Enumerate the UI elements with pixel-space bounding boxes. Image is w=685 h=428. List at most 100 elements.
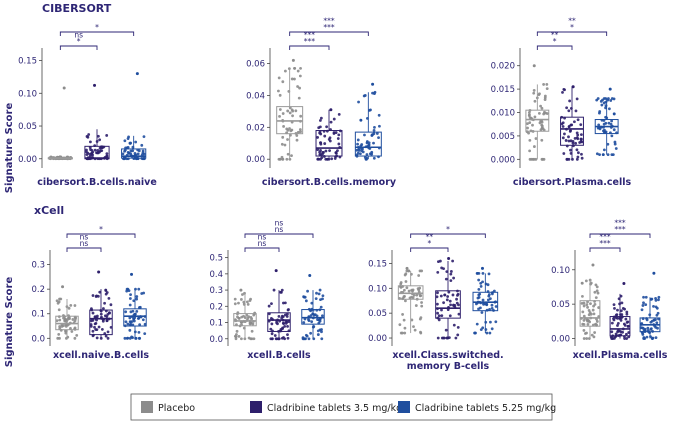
data-point <box>103 314 107 318</box>
data-point <box>68 317 71 321</box>
significance-label: ns <box>74 31 83 40</box>
data-point <box>443 293 447 297</box>
data-point <box>539 104 542 108</box>
data-point <box>532 89 536 92</box>
data-point <box>488 297 492 301</box>
data-point <box>136 317 140 320</box>
data-point <box>131 309 135 313</box>
data-point <box>439 294 443 298</box>
data-point <box>285 315 289 318</box>
data-point <box>561 136 565 140</box>
data-point <box>281 135 285 139</box>
data-point <box>128 303 132 307</box>
data-point-max <box>608 87 612 91</box>
data-point <box>582 322 586 326</box>
y-tick-label: 0.015 <box>491 85 515 95</box>
data-point <box>97 325 101 329</box>
data-point <box>278 108 282 111</box>
data-point <box>649 327 653 331</box>
box-1 <box>89 309 113 336</box>
box-1 <box>435 290 461 319</box>
data-point <box>141 318 145 322</box>
data-point <box>593 303 597 306</box>
data-point <box>403 273 407 277</box>
data-point <box>603 128 606 132</box>
data-point <box>612 318 616 322</box>
data-point <box>627 331 631 334</box>
data-point <box>288 157 292 161</box>
data-point <box>95 328 99 332</box>
data-point <box>296 85 299 88</box>
data-point <box>457 312 461 316</box>
data-point <box>473 331 476 335</box>
data-point <box>319 141 322 145</box>
data-point <box>446 295 450 298</box>
data-point <box>286 336 290 340</box>
data-point <box>447 290 451 294</box>
data-point <box>103 301 106 305</box>
data-point <box>589 281 593 285</box>
data-point-max <box>274 269 278 273</box>
data-point <box>323 134 327 138</box>
y-tick-label: 0.020 <box>491 62 515 72</box>
panel-title: cibersort.B.cells.naive <box>37 177 157 188</box>
y-tick-label: 0.10 <box>368 284 387 294</box>
data-point-max <box>61 285 65 289</box>
significance-label: * <box>95 23 99 32</box>
data-point <box>290 108 294 112</box>
data-point <box>57 333 61 336</box>
data-point <box>582 337 586 340</box>
data-point <box>584 279 588 283</box>
data-point <box>414 304 418 307</box>
data-point <box>99 312 103 316</box>
data-point <box>613 306 616 310</box>
data-point <box>286 109 290 113</box>
data-point <box>642 337 646 340</box>
data-point <box>612 128 616 132</box>
data-point <box>286 324 289 328</box>
data-point <box>595 285 599 289</box>
data-point <box>240 298 243 301</box>
significance-label: *** <box>304 37 316 46</box>
data-point <box>305 334 309 338</box>
legend-swatch-5-25 <box>398 401 410 413</box>
data-point <box>236 315 239 319</box>
data-point <box>101 319 105 323</box>
data-point <box>278 157 282 161</box>
box-1 <box>315 130 343 157</box>
data-point <box>420 269 424 273</box>
data-point <box>584 332 587 335</box>
box-0 <box>525 109 550 132</box>
data-point <box>365 153 369 156</box>
data-point <box>316 329 320 333</box>
data-point <box>96 134 100 138</box>
data-point <box>124 310 128 314</box>
data-point <box>581 294 584 298</box>
data-point <box>543 98 547 102</box>
data-point <box>411 296 415 300</box>
data-point <box>269 327 273 331</box>
data-point <box>565 106 569 110</box>
data-point <box>575 136 579 140</box>
data-point <box>602 122 606 126</box>
data-point <box>302 321 306 324</box>
data-point <box>367 143 371 147</box>
panel-title: cibersort.B.cells.memory <box>262 177 397 188</box>
data-point <box>602 130 606 134</box>
data-point <box>285 127 289 131</box>
panel-title: memory B-cells <box>407 361 490 372</box>
y-tick-label: 0.000 <box>491 155 515 165</box>
data-point <box>437 318 441 322</box>
data-point <box>601 153 605 157</box>
box-1 <box>267 312 291 332</box>
data-point <box>363 133 366 137</box>
y-tick-label: 0.005 <box>491 132 515 142</box>
data-point-max <box>480 266 484 270</box>
data-point <box>90 148 94 152</box>
data-point <box>586 323 590 326</box>
data-point <box>140 292 144 295</box>
data-point <box>405 286 409 290</box>
significance-label: ns <box>80 239 89 248</box>
data-point-max <box>130 272 134 276</box>
data-point <box>245 313 249 317</box>
